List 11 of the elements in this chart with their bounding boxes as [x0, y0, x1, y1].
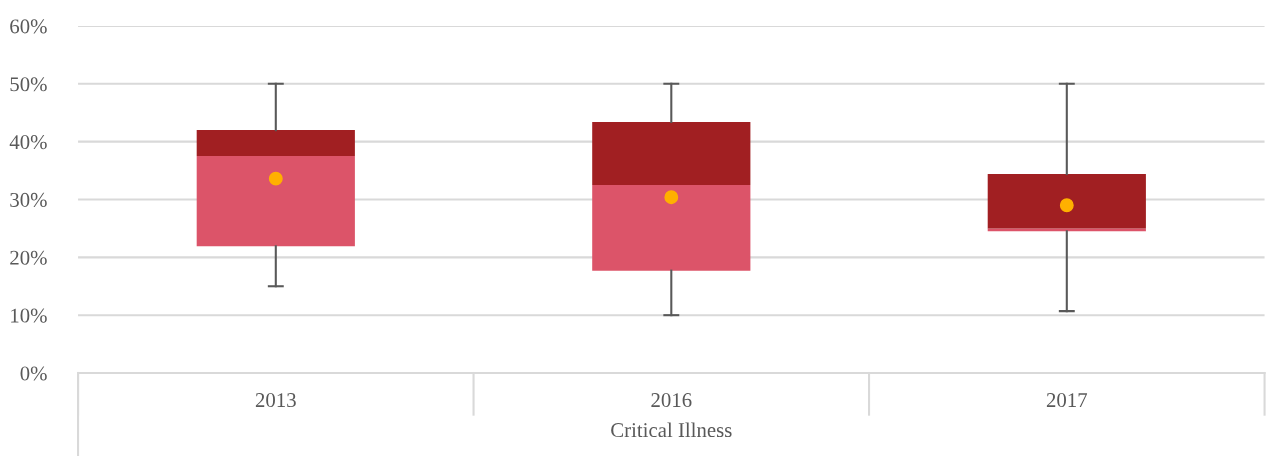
x-axis-title: Critical Illness — [611, 422, 732, 438]
y-tick-label: 10% — [11, 308, 47, 323]
y-tick-label: 0% — [20, 366, 47, 381]
x-tick-label: 2013 — [255, 393, 296, 408]
y-tick-label: 30% — [10, 192, 47, 207]
y-tick-label: 40% — [9, 135, 47, 150]
x-tick-label: 2016 — [651, 393, 692, 408]
y-tick-label: 60% — [10, 19, 47, 34]
y-tick-label: 50% — [10, 77, 47, 92]
y-tick-label: 20% — [10, 250, 47, 265]
x-tick-label: 2017 — [1046, 393, 1088, 408]
